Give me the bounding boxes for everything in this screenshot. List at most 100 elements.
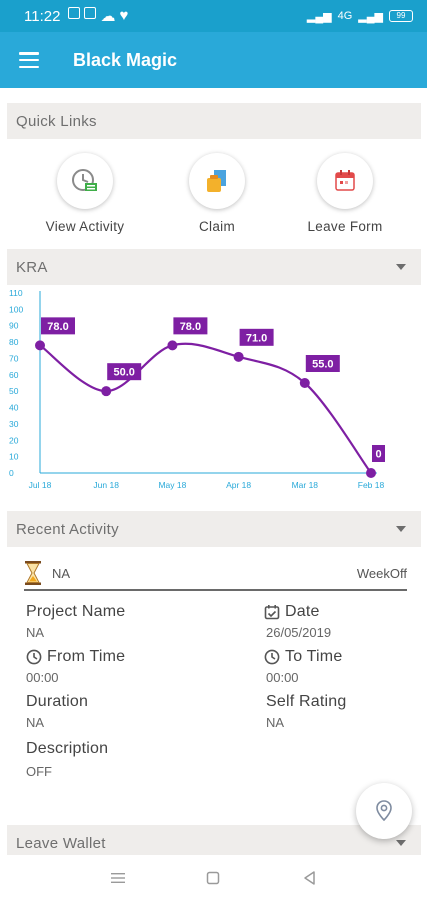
data-label-box	[107, 363, 142, 381]
activity-status-row: NA WeekOff	[24, 561, 407, 585]
y-tick-label: 30	[9, 419, 19, 429]
notification-icons: ☁ ♥	[68, 7, 128, 25]
leave-wallet-header[interactable]: Leave Wallet	[7, 825, 421, 855]
claim-label: Claim	[198, 219, 235, 234]
project-name-value: NA	[26, 625, 45, 640]
view-activity-button[interactable]: View Activity	[30, 153, 140, 234]
recent-activity-title: Recent Activity	[16, 520, 119, 538]
dashboard-content[interactable]: Quick Links View Activity	[7, 103, 421, 855]
square-icon	[207, 871, 220, 885]
self-rating-label: Self Rating	[266, 693, 347, 710]
chevron-down-icon[interactable]	[396, 526, 406, 532]
data-point	[299, 378, 310, 388]
day-type: WeekOff	[356, 565, 407, 581]
status-bar: 11:22 ☁ ♥ ▂▄▆ 4G ▂▄▆ 99	[0, 0, 427, 32]
divider	[24, 589, 407, 591]
system-nav-bar	[0, 856, 427, 900]
recent-apps-button[interactable]	[106, 866, 130, 890]
claim-icon	[207, 170, 226, 192]
leave-form-button[interactable]: Leave Form	[290, 153, 400, 234]
activity-status: NA	[52, 565, 71, 581]
data-label: 0	[375, 449, 381, 461]
y-tick-label: 0	[9, 468, 14, 478]
signal-icon-2: ▂▄▆	[358, 10, 383, 23]
data-label: 71.0	[246, 332, 267, 344]
kra-chart: 0 10 20 30 40 50 60 70 80 90 100 110 Jul 18 Jun 18 May…	[7, 285, 421, 511]
app-title: Black Magic	[73, 49, 178, 70]
y-tick-label: 50	[9, 386, 19, 396]
data-point	[167, 340, 178, 351]
data-label-box	[173, 317, 208, 335]
claim-button[interactable]: Claim	[162, 153, 272, 234]
view-activity-icon	[72, 169, 97, 191]
recent-activity-header[interactable]: Recent Activity	[7, 511, 421, 547]
data-label-box	[41, 317, 75, 335]
x-tick-label: Mar 18	[292, 480, 319, 490]
leave-form-icon	[335, 170, 355, 191]
self-rating-value: NA	[266, 715, 285, 730]
y-tick-label: 110	[9, 288, 23, 298]
clock-icon	[26, 649, 42, 665]
data-label-box	[239, 328, 274, 346]
network-type: 4G	[337, 10, 353, 22]
back-triangle-icon	[304, 871, 315, 885]
menu-lines-icon	[110, 873, 125, 883]
data-point	[35, 340, 45, 351]
data-point	[101, 386, 112, 397]
quick-links-header: Quick Links	[7, 103, 421, 139]
data-label: 78.0	[47, 321, 68, 333]
quick-links: View Activity Claim	[7, 139, 421, 249]
location-fab[interactable]	[356, 783, 412, 839]
y-tick-label: 70	[9, 353, 19, 363]
kra-header[interactable]: KRA	[7, 249, 421, 285]
y-tick-label: 10	[9, 452, 19, 462]
leave-form-label: Leave Form	[307, 219, 383, 234]
date-value: 26/05/2019	[266, 625, 332, 640]
date-label: Date	[264, 603, 320, 621]
back-button[interactable]	[297, 866, 321, 890]
data-point	[233, 351, 244, 362]
calendar-icon	[264, 605, 280, 620]
description-value: OFF	[26, 764, 52, 779]
to-time-value: 00:00	[266, 670, 299, 685]
data-label: 55.0	[312, 359, 333, 371]
data-label-box	[305, 355, 340, 372]
screen-icon	[84, 7, 97, 19]
series-line	[39, 342, 372, 474]
signal-icon: ▂▄▆	[306, 10, 332, 23]
duration-value: NA	[26, 715, 45, 730]
cloud-icon: ☁	[100, 8, 116, 25]
location-pin-icon	[376, 800, 392, 822]
data-label: 50.0	[113, 367, 134, 379]
duration-label: Duration	[26, 693, 89, 710]
view-activity-label: View Activity	[45, 219, 125, 234]
clock-icon	[264, 649, 280, 665]
y-tick-label: 20	[9, 435, 19, 445]
menu-icon[interactable]	[19, 52, 39, 68]
battery-icon: 99	[389, 10, 413, 22]
x-tick-label: Jun 18	[93, 480, 119, 490]
chevron-down-icon[interactable]	[396, 264, 406, 270]
data-point	[366, 468, 376, 478]
y-tick-label: 90	[9, 321, 19, 331]
data-label: 78.0	[180, 321, 201, 333]
message-icon	[68, 7, 81, 19]
to-time-label: To Time	[264, 648, 342, 666]
x-tick-label: May 18	[158, 480, 186, 490]
hourglass-icon	[25, 561, 41, 585]
y-tick-label: 80	[9, 337, 19, 347]
kra-title: KRA	[16, 258, 48, 276]
y-tick-label: 100	[9, 304, 23, 314]
project-name-label: Project Name	[26, 603, 126, 620]
status-right: ▂▄▆ 4G ▂▄▆ 99	[307, 10, 413, 23]
app-bar: Black Magic	[0, 32, 427, 88]
home-button[interactable]	[201, 866, 225, 890]
y-tick-label: 40	[9, 403, 19, 413]
chevron-down-icon[interactable]	[396, 840, 406, 846]
y-tick-label: 60	[9, 370, 19, 380]
heart-icon: ♥	[119, 7, 129, 24]
leave-wallet-title: Leave Wallet	[16, 834, 106, 852]
x-tick-label: Feb 18	[358, 480, 385, 490]
x-tick-label: Apr 18	[226, 480, 251, 490]
from-time-label: From Time	[26, 648, 125, 666]
